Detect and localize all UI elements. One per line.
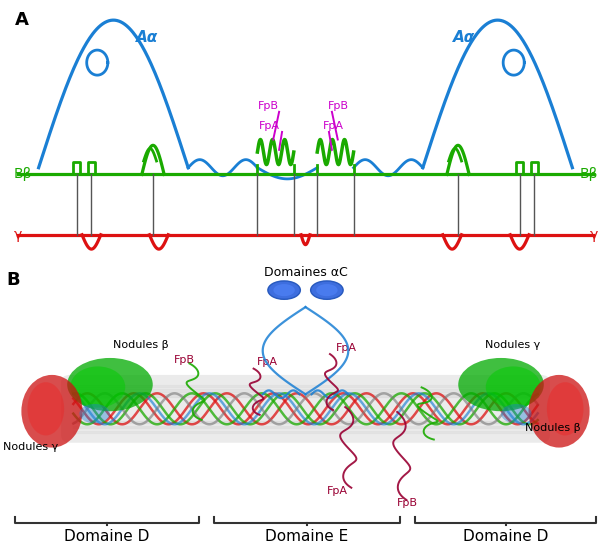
Ellipse shape [70,367,125,408]
Text: Domaine D: Domaine D [463,529,549,543]
Text: Aα: Aα [136,31,158,45]
Ellipse shape [79,404,110,423]
Text: Bβ: Bβ [579,167,598,182]
Text: FpA: FpA [327,486,348,496]
Ellipse shape [501,404,532,423]
Text: Aα: Aα [453,31,475,45]
Ellipse shape [21,375,82,448]
Text: FpB: FpB [397,498,418,508]
Text: FpA: FpA [323,121,344,131]
Ellipse shape [486,367,541,408]
Text: FpB: FpB [327,101,349,111]
Text: Domaines αC: Domaines αC [263,266,348,278]
Ellipse shape [27,382,64,435]
Text: Nodules γ: Nodules γ [486,340,541,350]
Ellipse shape [268,281,301,299]
Text: FpA: FpA [258,121,280,131]
Ellipse shape [67,358,153,411]
FancyBboxPatch shape [61,375,550,443]
Text: Bβ: Bβ [13,167,32,182]
Text: Nodules β: Nodules β [113,340,169,350]
Text: γ: γ [13,228,21,242]
Text: Domaine D: Domaine D [64,529,150,543]
Text: B: B [6,271,20,289]
Ellipse shape [310,281,343,299]
Text: FpB: FpB [174,355,195,365]
Text: A: A [15,11,29,29]
Ellipse shape [274,284,295,296]
Text: Domaine E: Domaine E [265,529,348,543]
Text: Nodules γ: Nodules γ [3,442,58,452]
Ellipse shape [547,382,584,435]
Ellipse shape [316,284,337,296]
Text: Nodules β: Nodules β [525,423,580,433]
Text: FpA: FpA [257,357,277,367]
Ellipse shape [529,375,590,448]
Text: FpA: FpA [336,343,357,353]
Ellipse shape [458,358,544,411]
Text: FpB: FpB [257,101,279,111]
Text: γ: γ [590,228,598,242]
